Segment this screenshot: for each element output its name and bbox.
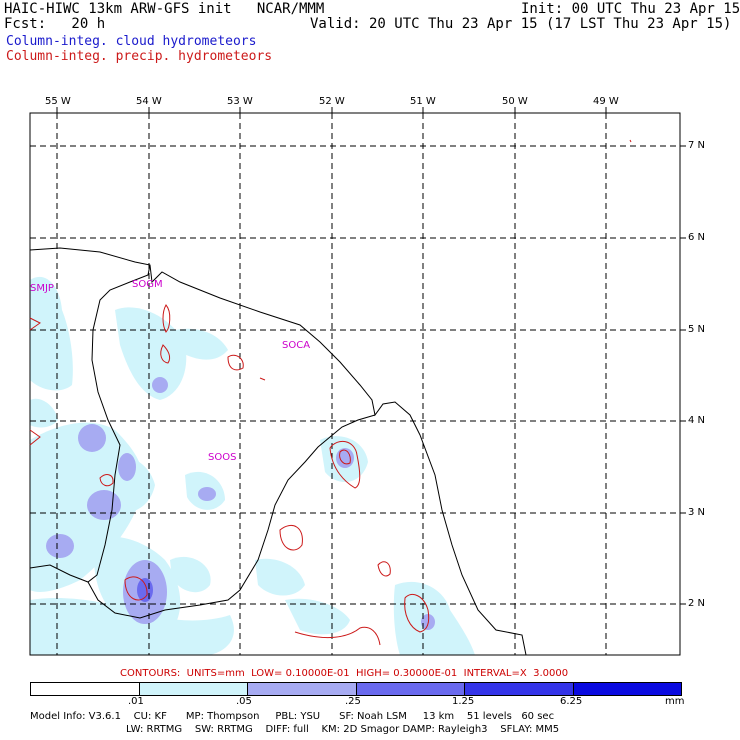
colorbar-label: 1.25 bbox=[452, 696, 475, 707]
frame-ticks bbox=[56, 107, 686, 605]
station-label: SOOS bbox=[208, 452, 237, 463]
lat-label: 6 N bbox=[688, 232, 706, 243]
lon-label: 55 W bbox=[45, 96, 71, 107]
station-label: SMJP bbox=[30, 283, 54, 294]
legend-precip-hydrometeors: Column-integ. precip. hydrometeors bbox=[6, 49, 273, 64]
station-label: SOGM bbox=[132, 279, 163, 290]
cloud-shading-dark bbox=[137, 578, 153, 602]
colorbar bbox=[30, 682, 682, 696]
lon-label: 49 W bbox=[593, 96, 619, 107]
lon-label: 50 W bbox=[502, 96, 528, 107]
init-time: Init: 00 UTC Thu 23 Apr 15 bbox=[521, 1, 740, 17]
colorbar-segment bbox=[465, 683, 574, 695]
colorbar-label: 6.25 bbox=[560, 696, 583, 707]
lat-label: 4 N bbox=[688, 415, 706, 426]
coastline-borders bbox=[29, 247, 527, 656]
contour-info: CONTOURS: UNITS=mm LOW= 0.10000E-01 HIGH… bbox=[120, 668, 569, 679]
lon-label: 51 W bbox=[410, 96, 436, 107]
colorbar-label: .01 bbox=[128, 696, 144, 707]
plot-frame bbox=[29, 112, 681, 656]
lat-label: 3 N bbox=[688, 507, 706, 518]
model-info-line1: Model Info: V3.6.1 CU: KF MP: Thompson P… bbox=[30, 711, 555, 722]
plot-title: HAIC-HIWC 13km ARW-GFS init NCAR/MMM bbox=[4, 1, 325, 17]
colorbar-segment bbox=[573, 683, 681, 695]
lat-label: 2 N bbox=[688, 598, 706, 609]
colorbar-unit: mm bbox=[665, 696, 685, 707]
lat-label: 7 N bbox=[688, 140, 706, 151]
lon-label: 53 W bbox=[227, 96, 253, 107]
model-info-line2: LW: RRTMG SW: RRTMG DIFF: full KM: 2D Sm… bbox=[126, 724, 560, 735]
colorbar-segment bbox=[248, 683, 357, 695]
lon-label: 54 W bbox=[136, 96, 162, 107]
colorbar-segment bbox=[31, 683, 140, 695]
valid-time: Valid: 20 UTC Thu 23 Apr 15 (17 LST Thu … bbox=[310, 16, 732, 32]
forecast-hour: Fcst: 20 h bbox=[4, 16, 106, 32]
colorbar-segment bbox=[356, 683, 465, 695]
colorbar-segment bbox=[139, 683, 248, 695]
colorbar-label: .25 bbox=[345, 696, 361, 707]
precip-contours bbox=[29, 139, 632, 646]
legend-cloud-hydrometeors: Column-integ. cloud hydrometeors bbox=[6, 34, 257, 49]
lon-label: 52 W bbox=[319, 96, 345, 107]
station-label: SOCA bbox=[282, 340, 311, 351]
colorbar-label: .05 bbox=[236, 696, 252, 707]
cloud-shading-light bbox=[30, 276, 475, 655]
lat-label: 5 N bbox=[688, 324, 706, 335]
